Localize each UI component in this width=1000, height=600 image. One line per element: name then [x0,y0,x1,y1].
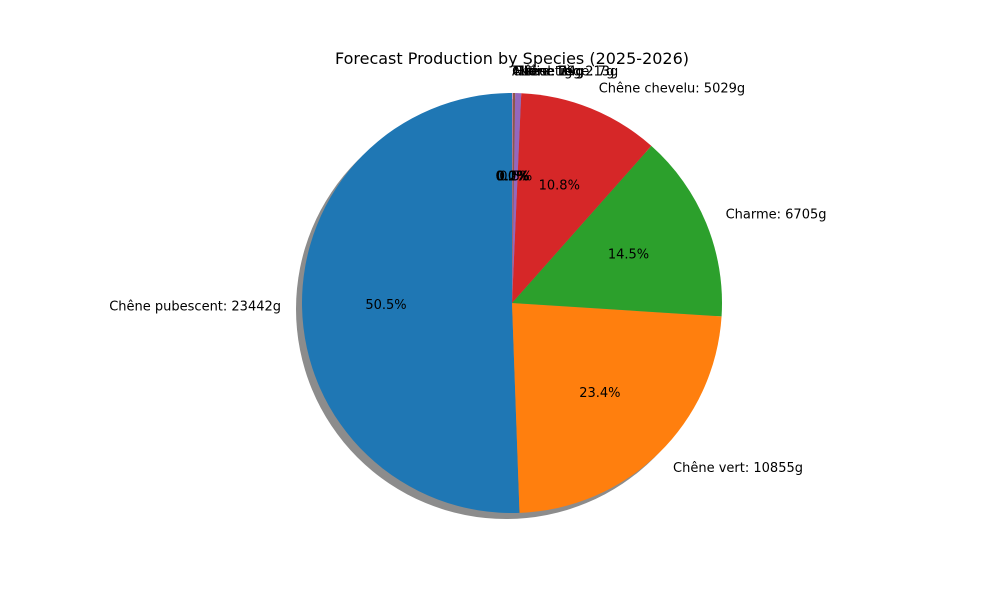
pie-slice [302,93,520,513]
slice-label: Chêne pubescent: 23442g [109,300,281,315]
slice-label: Autre: 1g [512,65,572,80]
slice-percent-label: 0.0% [495,170,528,185]
slice-percent-label: 14.5% [608,248,649,263]
slice-percent-label: 50.5% [365,298,406,313]
pie-slice [512,145,723,317]
slice-label: Chêne vert: 10855g [673,461,803,476]
slice-labels: Chêne pubescent: 23442g Chêne vert: 10855… [109,65,826,477]
slice-label: Charme: 6705g [726,208,827,223]
slice-percent-label: 0.5% [499,170,532,185]
pie-slices [302,93,723,513]
pie-slice [512,93,513,303]
slice-label: Chêne liège: 7g [512,65,614,80]
chart-title: Forecast Production by Species (2025-202… [335,49,689,68]
slice-percent-label: 0.1% [496,170,529,185]
slice-label: Tilleul: 24g [512,65,585,80]
slice-percent-label: 10.8% [539,179,580,194]
slice-percent-label: 0.2% [497,170,530,185]
slice-percent-label: 23.4% [579,386,620,401]
slice-label: Chêne chevelu: 5029g [599,81,745,96]
slice-percent-label: 0.0% [496,170,529,185]
slice-label: Noisetier: 213g [519,65,618,80]
slice-label: Hêtre: 79g [514,65,583,80]
pie-slice [512,93,652,303]
pie-slice [512,93,516,303]
pie-slice [512,93,522,303]
pie-slice [512,303,722,513]
percent-labels: 50.5%23.4%14.5%10.8%0.5%0.2%0.1%0.0%0.0% [365,170,649,401]
